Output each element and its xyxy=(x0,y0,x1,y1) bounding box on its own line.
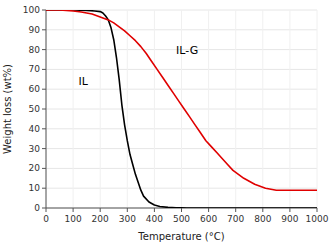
x-tick xyxy=(154,208,155,212)
y-tick xyxy=(42,89,46,90)
x-grid-line xyxy=(208,10,209,208)
x-tick xyxy=(289,208,290,212)
y-axis-label: Weight loss (wt%) xyxy=(2,64,13,154)
x-tick xyxy=(317,208,318,212)
x-tick xyxy=(208,208,209,212)
annotation: IL-G xyxy=(176,44,198,57)
x-tick-label: 1000 xyxy=(306,214,329,224)
x-tick xyxy=(262,208,263,212)
x-grid-line xyxy=(127,10,128,208)
annotation: IL xyxy=(79,75,89,88)
y-tick xyxy=(42,128,46,129)
x-grid-line xyxy=(262,10,263,208)
x-tick xyxy=(46,208,47,212)
y-tick-label: 0 xyxy=(34,203,40,213)
x-tick-label: 300 xyxy=(119,214,136,224)
y-tick-label: 60 xyxy=(29,84,41,94)
x-tick xyxy=(73,208,74,212)
y-tick-label: 70 xyxy=(29,64,41,74)
y-tick xyxy=(42,49,46,50)
grid xyxy=(46,10,317,208)
y-tick-label: 40 xyxy=(29,124,41,134)
y-tick xyxy=(42,29,46,30)
x-tick-label: 400 xyxy=(146,214,163,224)
y-tick-label: 20 xyxy=(29,163,41,173)
y-tick xyxy=(42,10,46,11)
x-tick-label: 900 xyxy=(281,214,298,224)
series-line xyxy=(46,10,317,208)
y-axis xyxy=(46,10,47,208)
y-tick-label: 90 xyxy=(29,25,41,35)
x-tick-label: 200 xyxy=(92,214,109,224)
y-tick xyxy=(42,69,46,70)
x-tick xyxy=(100,208,101,212)
x-tick-label: 600 xyxy=(200,214,217,224)
x-tick-label: 700 xyxy=(227,214,244,224)
x-grid-line xyxy=(46,10,47,208)
x-tick-label: 100 xyxy=(65,214,82,224)
x-grid-line xyxy=(289,10,290,208)
x-grid-line xyxy=(154,10,155,208)
y-tick xyxy=(42,188,46,189)
y-tick-label: 100 xyxy=(23,5,40,15)
x-grid-line xyxy=(73,10,74,208)
y-tick-label: 30 xyxy=(29,144,41,154)
x-grid-line xyxy=(181,10,182,208)
x-grid-line xyxy=(317,10,318,208)
x-tick-label: 800 xyxy=(254,214,271,224)
x-grid-line xyxy=(235,10,236,208)
y-tick-label: 10 xyxy=(29,183,41,193)
y-tick xyxy=(42,109,46,110)
x-tick xyxy=(235,208,236,212)
x-grid-line xyxy=(100,10,101,208)
x-tick xyxy=(181,208,182,212)
x-tick xyxy=(127,208,128,212)
y-tick-label: 50 xyxy=(29,104,41,114)
x-axis-label: Temperature (°C) xyxy=(137,231,224,242)
y-tick-label: 80 xyxy=(29,45,41,55)
y-tick xyxy=(42,168,46,169)
y-tick xyxy=(42,148,46,149)
x-tick-label: 0 xyxy=(43,214,49,224)
series-line xyxy=(46,10,317,190)
x-tick-label: 500 xyxy=(173,214,190,224)
chart: 0102030405060708090100010020030040050060… xyxy=(0,0,331,246)
plot-area xyxy=(46,10,317,208)
y-tick xyxy=(42,208,46,209)
